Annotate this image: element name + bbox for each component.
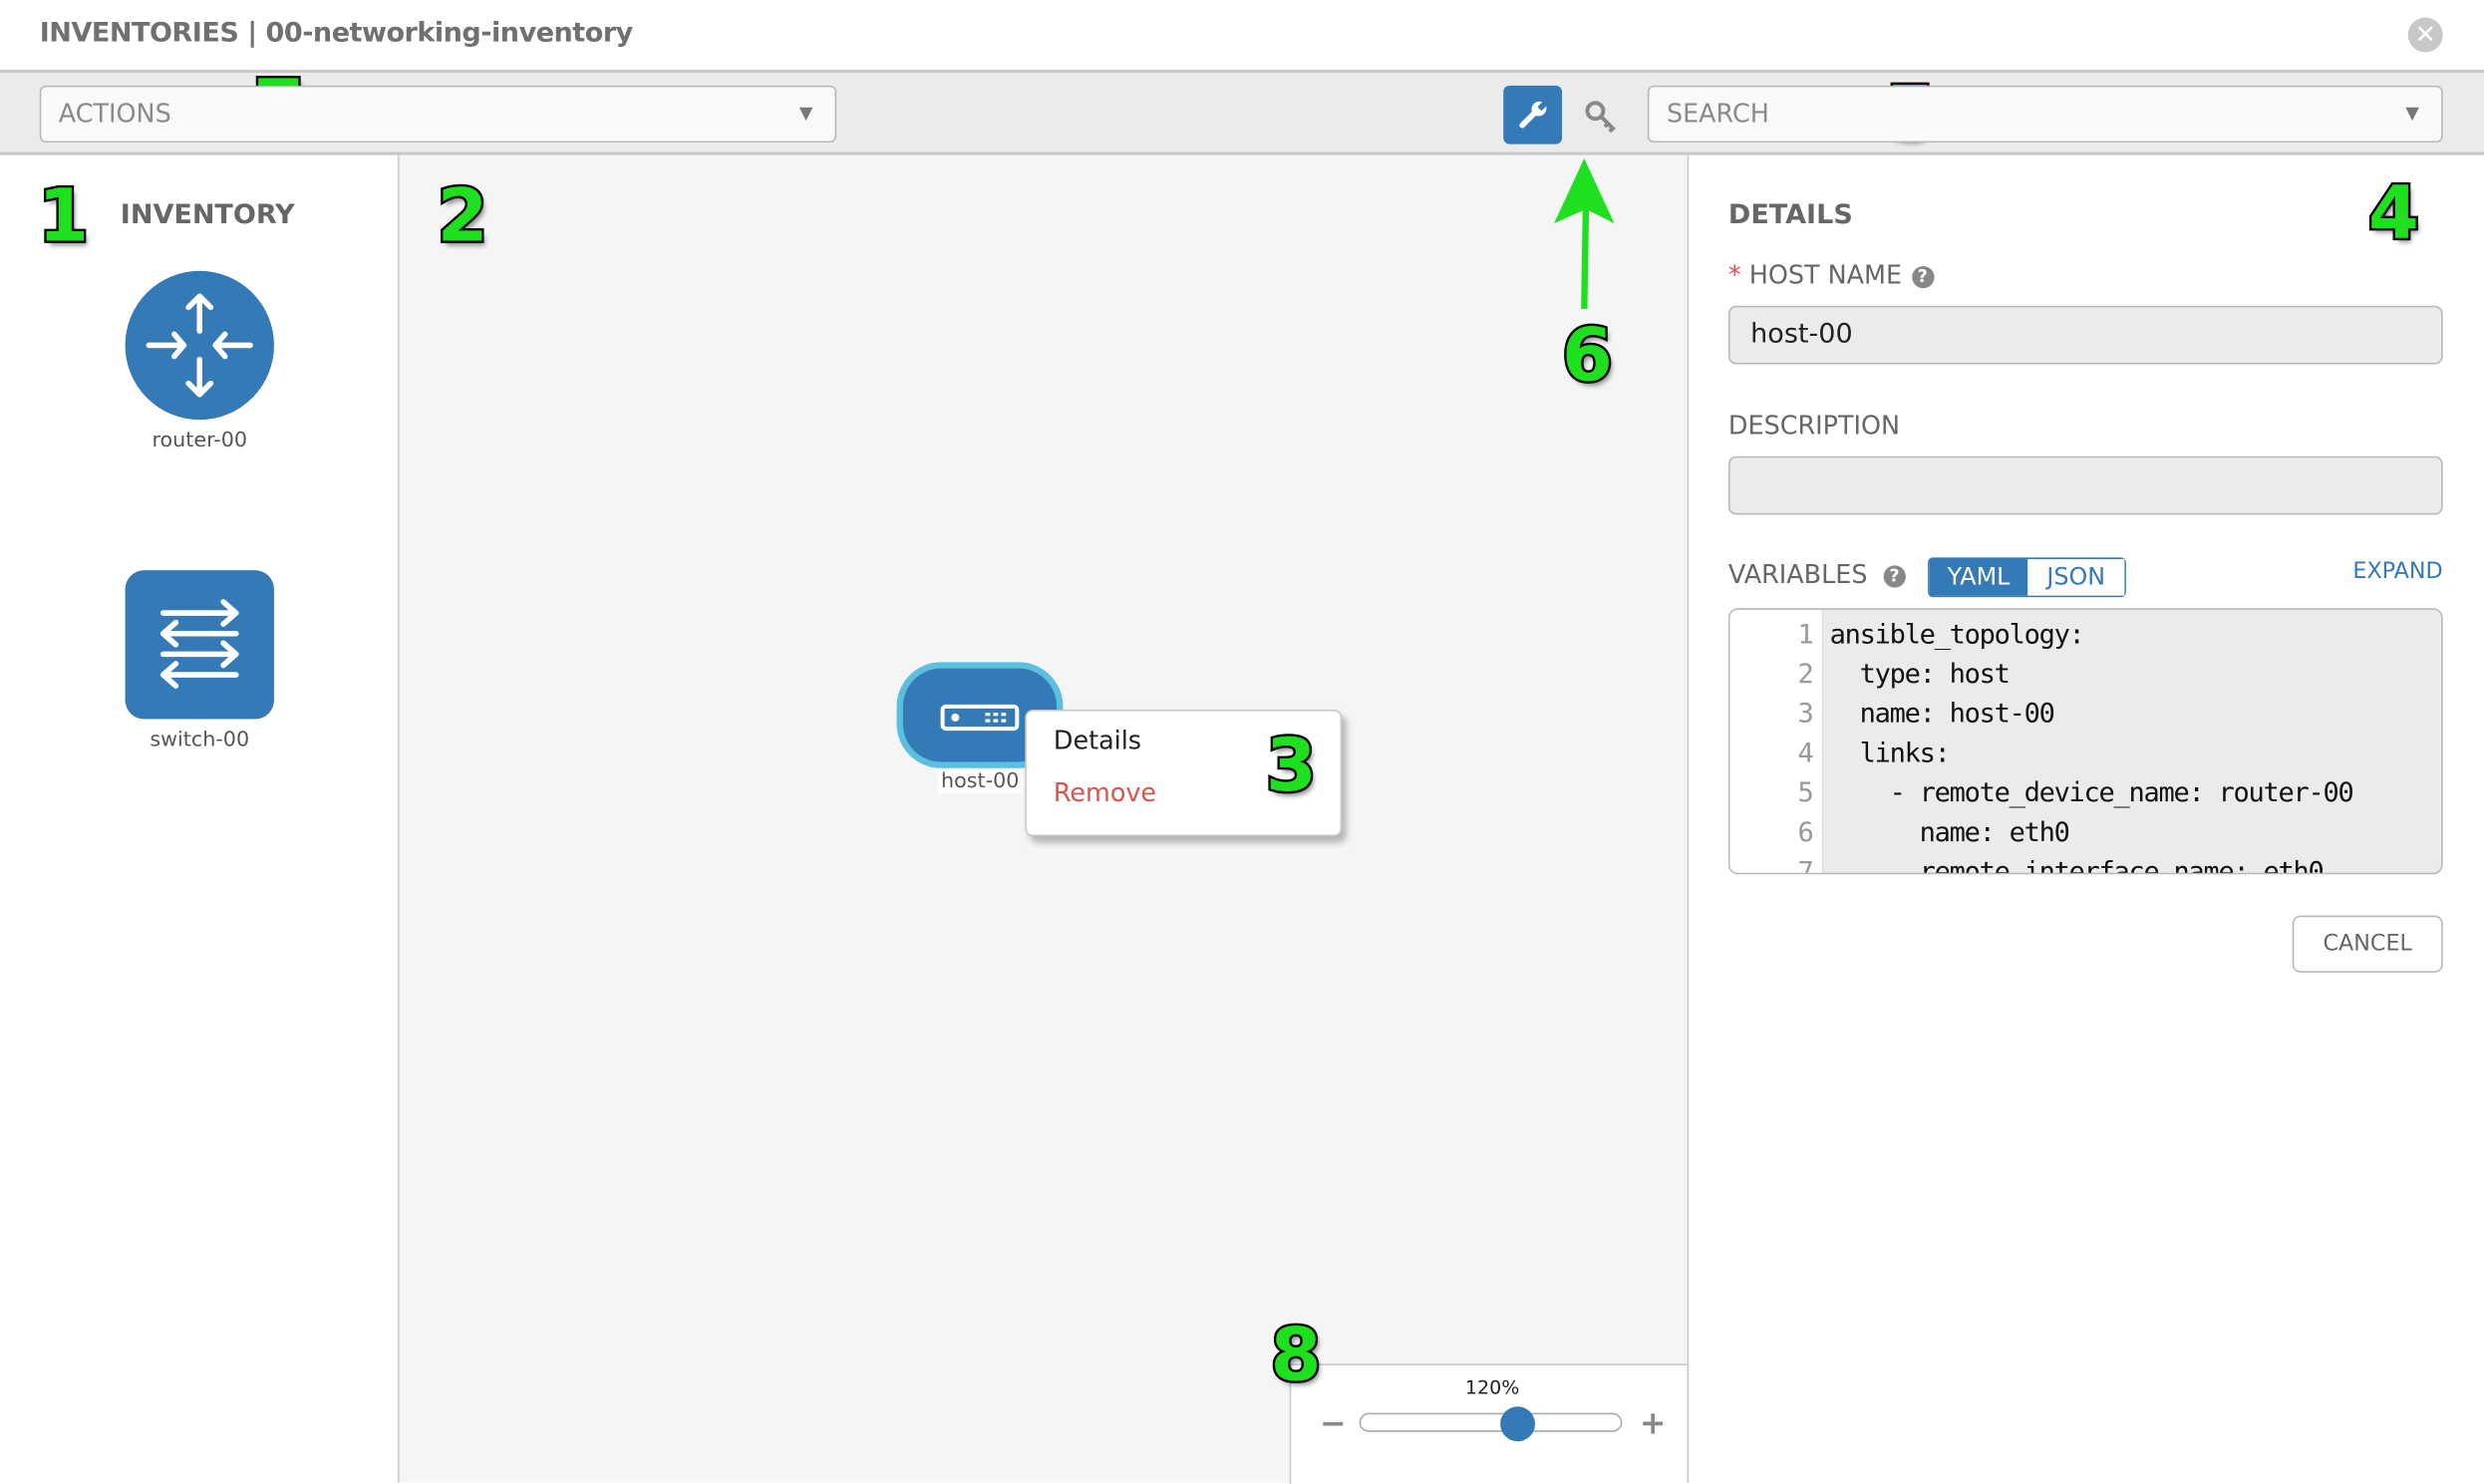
annotation-3: 3 — [1263, 722, 1319, 808]
annotation-1: 1 — [36, 172, 92, 259]
host-node-label: host-00 — [937, 769, 1023, 794]
chevron-down-icon: ▼ — [2405, 103, 2419, 124]
header: INVENTORIES | 00-networking-inventory ✕ — [0, 0, 2484, 74]
description-label: DESCRIPTION — [1727, 410, 1901, 441]
annotation-6: 6 — [1560, 312, 1616, 398]
code-line: type: host — [1829, 659, 2011, 691]
line-number: 7 — [1797, 856, 1814, 875]
annotation-8: 8 — [1268, 1311, 1324, 1397]
host-name-label-text: HOST NAME — [1748, 259, 1903, 290]
variables-label-text: VARIABLES — [1727, 559, 1868, 590]
router-icon[interactable] — [125, 270, 274, 421]
inventory-title: INVENTORY — [120, 199, 295, 232]
code-line: remote_interface_name: eth0 — [1829, 856, 2325, 875]
chevron-down-icon: ▼ — [798, 103, 813, 124]
zoom-out-button[interactable]: − — [1319, 1403, 1347, 1442]
annotation-4: 4 — [2366, 169, 2422, 255]
variables-label: VARIABLES? — [1728, 559, 1906, 589]
required-marker: * — [1727, 259, 1741, 290]
host-name-label: * HOST NAME? — [1728, 260, 1934, 290]
line-number-gutter — [1729, 609, 1824, 873]
annotation-2: 2 — [435, 172, 490, 259]
zoom-control: 120% − + — [1289, 1363, 1690, 1484]
context-menu: Details Remove — [1025, 710, 1343, 837]
cancel-button[interactable]: CANCEL — [2292, 915, 2443, 973]
switch-label: switch-00 — [150, 729, 250, 752]
zoom-slider-track[interactable] — [1359, 1412, 1623, 1432]
close-icon[interactable]: ✕ — [2407, 17, 2443, 53]
format-toggle: YAML JSON — [1928, 557, 2126, 598]
zoom-in-button[interactable]: + — [1639, 1403, 1667, 1442]
search-label: SEARCH — [1666, 98, 1769, 129]
code-line: ansible_topology: — [1829, 619, 2085, 652]
router-label: router-00 — [152, 429, 248, 453]
line-number: 5 — [1797, 777, 1814, 810]
json-toggle[interactable]: JSON — [2027, 559, 2125, 596]
search-dropdown[interactable]: SEARCH ▼ — [1647, 85, 2443, 144]
help-icon[interactable]: ? — [1911, 266, 1934, 289]
context-menu-remove[interactable]: Remove — [1053, 777, 1157, 808]
actions-label: ACTIONS — [58, 98, 171, 129]
line-number: 3 — [1797, 698, 1814, 731]
help-icon[interactable]: ? — [1883, 565, 1906, 588]
line-number: 4 — [1797, 738, 1814, 770]
switch-icon[interactable] — [125, 570, 274, 720]
variables-editor[interactable]: 1 ansible_topology: 2 type: host 3 name: ho… — [1727, 608, 2443, 875]
code-line: name: eth0 — [1829, 817, 2070, 849]
code-line: links: — [1829, 738, 1951, 770]
annotation-arrow — [1554, 157, 1615, 309]
key-icon[interactable] — [1578, 89, 1626, 141]
page-title: INVENTORIES | 00-networking-inventory — [39, 17, 634, 50]
yaml-toggle[interactable]: YAML — [1929, 559, 2028, 596]
code-line: name: host-00 — [1829, 698, 2055, 731]
actions-dropdown[interactable]: ACTIONS ▼ — [39, 85, 837, 144]
code-line: - remote_device_name: router-00 — [1829, 777, 2354, 810]
wrench-icon[interactable] — [1503, 85, 1563, 145]
line-number: 2 — [1797, 659, 1814, 691]
zoom-slider-handle[interactable] — [1499, 1406, 1535, 1442]
host-name-input[interactable]: host-00 — [1727, 305, 2443, 365]
zoom-value: 120% — [1464, 1376, 1520, 1399]
line-number: 6 — [1797, 817, 1814, 849]
details-title: DETAILS — [1727, 199, 1853, 232]
context-menu-details[interactable]: Details — [1053, 725, 1142, 756]
line-number: 1 — [1797, 619, 1814, 652]
expand-link[interactable]: EXPAND — [2352, 559, 2443, 585]
description-input[interactable] — [1727, 455, 2443, 515]
